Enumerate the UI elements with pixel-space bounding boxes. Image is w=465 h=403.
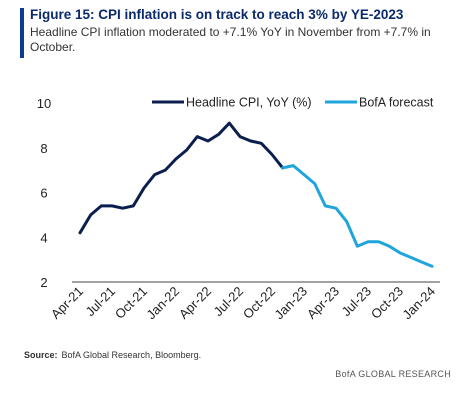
x-axis: Apr-21Jul-21Oct-21Jan-22Apr-22Jul-22Oct-… xyxy=(48,281,440,323)
x-tick-label: Jul-23 xyxy=(338,284,374,320)
x-tick-label: Jul-21 xyxy=(82,284,118,320)
series-line-bofa-forecast xyxy=(281,164,434,268)
y-tick-label: 2 xyxy=(40,275,47,290)
series-line-headline-cpi xyxy=(78,121,285,235)
footer-brand: BofA GLOBAL RESEARCH xyxy=(335,369,451,379)
figure-subtitle: Headline CPI inflation moderated to +7.1… xyxy=(30,25,431,54)
x-tick-label: Jul-22 xyxy=(210,284,246,320)
source-label: Source: xyxy=(24,350,58,360)
x-tick-label: Jan-23 xyxy=(271,284,310,323)
x-tick-label: Apr-22 xyxy=(176,284,214,322)
x-tick-label: Oct-22 xyxy=(240,284,278,322)
x-tick-label: Oct-21 xyxy=(112,284,150,322)
chart-legend: Headline CPI, YoY (%) BofA forecast xyxy=(152,96,434,110)
x-tick-label: Oct-23 xyxy=(368,284,406,322)
figure-title: Figure 15: CPI inflation is on track to … xyxy=(30,7,404,22)
x-tick-label: Jan-22 xyxy=(143,284,182,323)
y-tick-label: 10 xyxy=(37,96,51,111)
source-text: BofA Global Research, Bloomberg. xyxy=(61,350,202,360)
legend-label-headline-cpi: Headline CPI, YoY (%) xyxy=(186,96,312,110)
y-axis: 2 4 6 8 10 xyxy=(37,96,51,290)
x-tick-label: Apr-21 xyxy=(48,284,86,322)
series-group xyxy=(78,121,434,268)
x-tick-label: Apr-23 xyxy=(304,284,342,322)
y-tick-label: 4 xyxy=(40,230,47,245)
x-tick-label: Jan-24 xyxy=(399,284,438,323)
y-tick-label: 6 xyxy=(40,186,47,201)
legend-label-bofa-forecast: BofA forecast xyxy=(359,96,434,110)
title-accent-bar xyxy=(20,8,24,58)
y-tick-label: 8 xyxy=(40,141,47,156)
source-note: Source: BofA Global Research, Bloomberg. xyxy=(24,350,201,360)
